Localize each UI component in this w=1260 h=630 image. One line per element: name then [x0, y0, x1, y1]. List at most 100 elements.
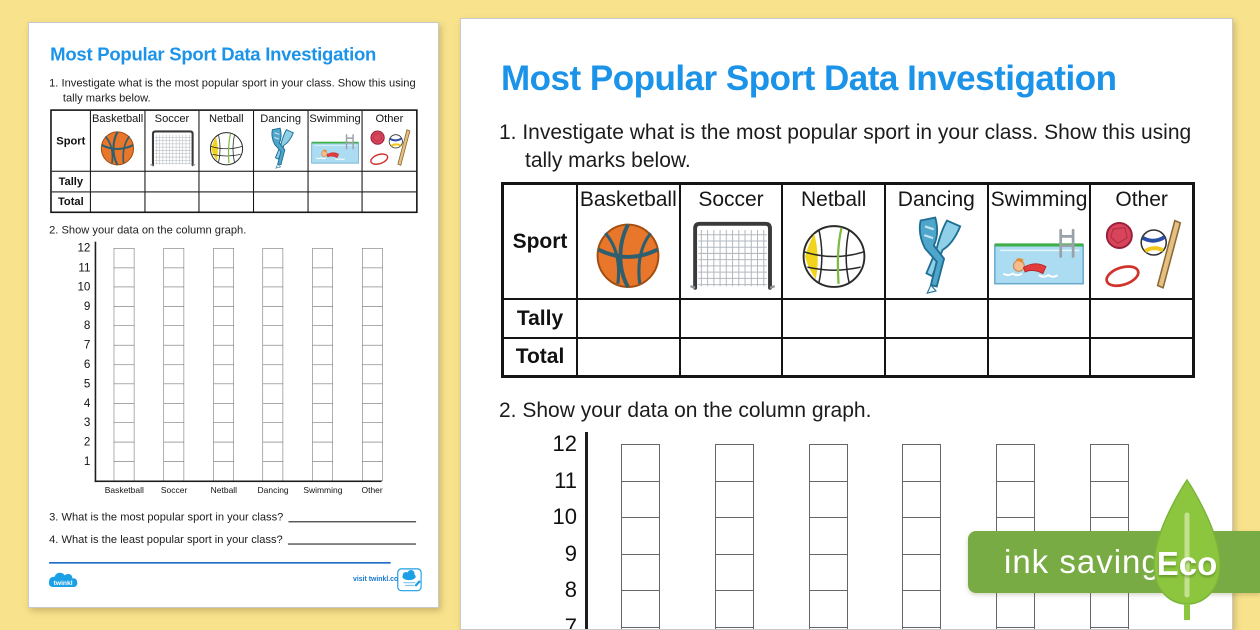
sport-cell-dancing: Dancing [252, 110, 307, 171]
graph-column [808, 444, 850, 629]
total-cell [89, 191, 145, 212]
y-tick-label: 4 [83, 396, 91, 410]
other-sports-icon [363, 125, 416, 171]
graph-cell [113, 325, 135, 346]
graph-cell [621, 590, 660, 629]
graph-cell [113, 383, 135, 404]
sport-cell-other: Other [1089, 185, 1192, 298]
tally-cell [986, 298, 1090, 337]
tally-cell [89, 170, 145, 192]
y-tick-label: 1 [83, 454, 91, 468]
graph-cell [808, 444, 848, 482]
worksheet-title: Most Popular Sport Data Investigation [50, 44, 377, 65]
instruction-2: 2. Show your data on the column graph. [499, 399, 872, 422]
graph-cell [1090, 627, 1129, 629]
graph-cell [163, 461, 185, 482]
graph-cell [621, 517, 660, 556]
sport-label: Soccer [154, 112, 190, 125]
graph-cell [262, 461, 284, 482]
total-cell [252, 191, 308, 212]
graph-cell [808, 480, 848, 519]
graph-cell [262, 248, 284, 269]
graph-cell [362, 248, 383, 269]
twinkl-logo-text: twinkl [54, 580, 73, 587]
graph-cell [113, 344, 135, 365]
graph-cell [312, 441, 334, 462]
dancing-legs-icon [886, 212, 987, 298]
netball-icon [783, 212, 884, 298]
worksheet-sheet: Most Popular Sport Data Investigation 1.… [461, 19, 1232, 630]
graph-cell [213, 383, 234, 404]
graph-cell [714, 517, 754, 556]
tally-cell [361, 170, 417, 192]
row-header-sport: Sport [56, 134, 86, 147]
total-cell [678, 337, 782, 375]
worksheet-zoomed-preview-page: Most Popular Sport Data Investigation 1.… [460, 18, 1233, 630]
graph-cell [163, 248, 185, 269]
instruction-1-line2: tally marks below. [62, 91, 151, 105]
row-header-tally: Tally [504, 298, 576, 337]
sport-label: Other [375, 112, 404, 125]
worksheet-thumbnail-page[interactable]: Most Popular Sport Data Investigation 1.… [28, 22, 439, 608]
graph-cell [714, 627, 754, 629]
worksheet-title: Most Popular Sport Data Investigation [501, 59, 1117, 98]
total-cell [781, 337, 884, 375]
answer-line [288, 511, 417, 523]
row-header-total: Total [504, 337, 576, 375]
tally-cell [576, 298, 679, 337]
sport-cell-netball: Netball [198, 110, 253, 171]
twinkl-logo: twinkl [46, 569, 81, 592]
graph-column [902, 444, 943, 629]
other-sports-icon [1091, 212, 1192, 298]
instruction-1-line1: 1. Investigate what is the most popular … [499, 121, 1192, 144]
row-header-tally: Tally [51, 170, 90, 192]
graph-cell [312, 286, 334, 307]
graph-cell [163, 286, 185, 307]
graph-cell [808, 627, 848, 629]
netball-icon [200, 125, 253, 171]
graph-cell [621, 480, 660, 519]
graph-cell [262, 325, 284, 346]
y-tick-label: 3 [83, 415, 91, 429]
y-tick-label: 12 [552, 431, 577, 456]
graph-cell [213, 306, 234, 327]
graph-cell [262, 267, 284, 288]
graph-cell [808, 553, 848, 592]
sport-label: Soccer [698, 188, 764, 211]
graph-cell [213, 364, 234, 385]
graph-cell [996, 590, 1036, 629]
soccer-goal-icon [681, 212, 782, 298]
graph-cell [996, 480, 1036, 519]
tally-cell [781, 298, 884, 337]
y-tick-label: 7 [83, 338, 91, 352]
graph-column [262, 248, 285, 482]
graph-cell [621, 553, 660, 592]
sport-cell-swimming: Swimming [986, 185, 1090, 298]
total-cell [144, 191, 199, 212]
sport-label: Netball [209, 112, 244, 125]
y-tick-label: 9 [83, 299, 91, 313]
graph-cell [621, 627, 660, 629]
worksheet-sheet: Most Popular Sport Data Investigation 1.… [29, 23, 438, 607]
graph-cell [163, 364, 185, 385]
graph-cell [312, 344, 334, 365]
graph-cell [213, 248, 234, 269]
instruction-2: 2. Show your data on the column graph. [49, 224, 247, 237]
graph-cell [113, 267, 135, 288]
sport-label: Swimming [990, 188, 1088, 211]
y-axis-line [94, 241, 97, 483]
total-cell [1089, 337, 1192, 375]
graph-cell [262, 383, 284, 404]
sport-label: Basketball [579, 188, 677, 211]
instruction-1-line1: 1. Investigate what is the most popular … [49, 77, 416, 90]
graph-cell [113, 306, 135, 327]
tally-cell [252, 170, 308, 192]
y-tick-label: 7 [564, 614, 577, 630]
eco-label: Eco [1156, 545, 1218, 582]
graph-column [362, 248, 384, 482]
graph-cell [362, 441, 383, 462]
total-cell [307, 191, 362, 212]
graph-cell [312, 364, 334, 385]
graph-cell [262, 364, 284, 385]
graph-cell [213, 403, 234, 424]
